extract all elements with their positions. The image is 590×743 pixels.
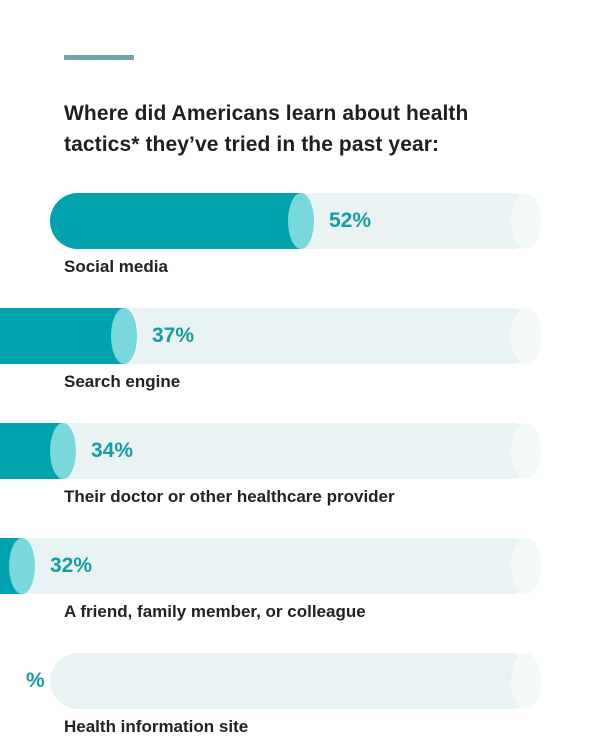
bar-track-end (511, 653, 541, 709)
bar-value-label: % (26, 669, 45, 692)
bar-category-label: Their doctor or other healthcare provide… (64, 487, 395, 506)
bar-value-label: 52% (329, 209, 372, 232)
bar-track (0, 423, 539, 479)
bar-row: 34% Their doctor or other healthcare prov… (0, 423, 590, 513)
bar-value-label: 32% (50, 554, 93, 577)
bar-fill-end (50, 423, 76, 479)
bar-category-label: Social media (64, 257, 168, 276)
bar-value-label: 34% (91, 439, 134, 462)
bar-fill (0, 308, 124, 364)
bar-fill-end (9, 538, 35, 594)
bar-track (50, 653, 539, 709)
bar-track-end (511, 538, 541, 594)
bar-track-end (511, 308, 541, 364)
title-accent-bar (64, 55, 134, 60)
chart-title: Where did Americans learn about health t… (64, 102, 469, 156)
bar-value-label: 37% (152, 324, 195, 347)
bar-category-label: A friend, family member, or colleague (64, 602, 366, 621)
bar-row: 52% Social media (0, 193, 590, 283)
bar-category-label: Search engine (64, 372, 181, 391)
bar-fill (50, 193, 301, 249)
bar-track-end (511, 423, 541, 479)
bar-category-label: Health information site (64, 717, 249, 736)
bar-track-end (511, 193, 541, 249)
bar-fill-end (288, 193, 314, 249)
bar-row: 32% A friend, family member, or colleague (0, 538, 590, 628)
bar-row: 37% Search engine (0, 308, 590, 398)
bar-track (0, 538, 539, 594)
bar-row: % Health information site (0, 653, 590, 743)
bar-fill-end (111, 308, 137, 364)
